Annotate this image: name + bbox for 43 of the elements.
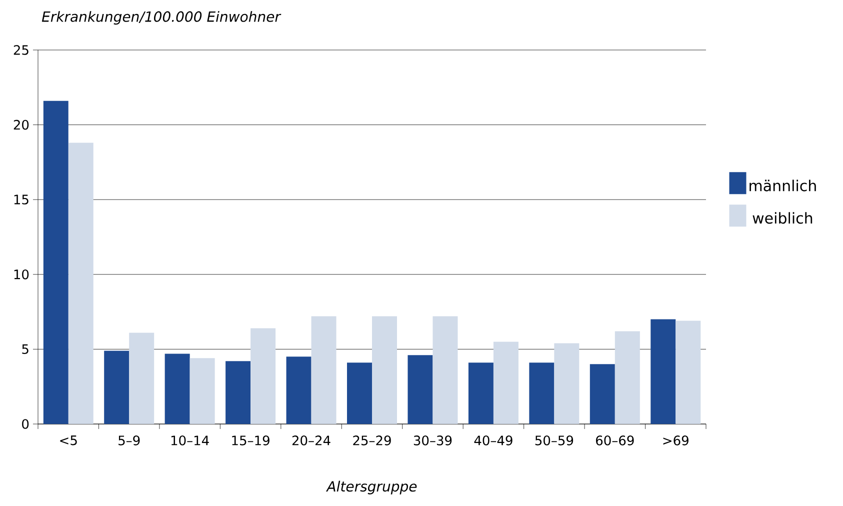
bar	[226, 361, 251, 424]
bar	[554, 343, 580, 424]
legend-label: weiblich	[752, 212, 812, 224]
bar	[190, 358, 215, 424]
x-axis-title: Altersgruppe	[326, 480, 417, 494]
bar	[372, 316, 398, 424]
bar	[286, 356, 312, 424]
x-tick-label: 15–19	[232, 436, 270, 446]
x-tick-label: 50–59	[535, 436, 574, 446]
x-tick-label: 30–39	[414, 436, 452, 446]
bar	[650, 319, 676, 424]
bar	[590, 364, 615, 424]
bar	[468, 362, 494, 424]
x-tick-label: 10–14	[171, 436, 209, 446]
x-tick-label: 5–9	[118, 436, 140, 446]
x-tick-label: <5	[60, 436, 77, 446]
y-tick-label: 15	[14, 194, 28, 204]
bar	[164, 354, 190, 424]
y-tick-label: 10	[14, 269, 29, 280]
bar	[493, 342, 518, 424]
y-tick-label: 25	[14, 45, 28, 55]
y-tick-label: 0	[22, 419, 29, 429]
bar	[529, 362, 554, 424]
bar	[408, 355, 433, 424]
y-axis-title: Erkrankungen/100.000 Einwohner	[42, 11, 282, 25]
bar	[43, 100, 68, 424]
bar	[68, 142, 94, 424]
bar	[614, 331, 640, 424]
y-tick-label: 5	[22, 344, 28, 354]
bar	[104, 350, 130, 424]
bar	[129, 332, 154, 424]
x-tick-label: 60–69	[596, 436, 634, 446]
bar	[250, 328, 276, 424]
x-tick-label: 25–29	[353, 436, 391, 446]
bar	[676, 320, 701, 424]
y-tick-label: 20	[14, 120, 29, 130]
legend-label: männlich	[750, 180, 816, 192]
x-tick-label: >69	[663, 436, 688, 446]
bar	[311, 316, 336, 424]
bar	[347, 362, 372, 424]
x-tick-label: 40–49	[474, 436, 512, 446]
bar	[432, 316, 458, 424]
x-tick-label: 20–24	[292, 436, 330, 446]
